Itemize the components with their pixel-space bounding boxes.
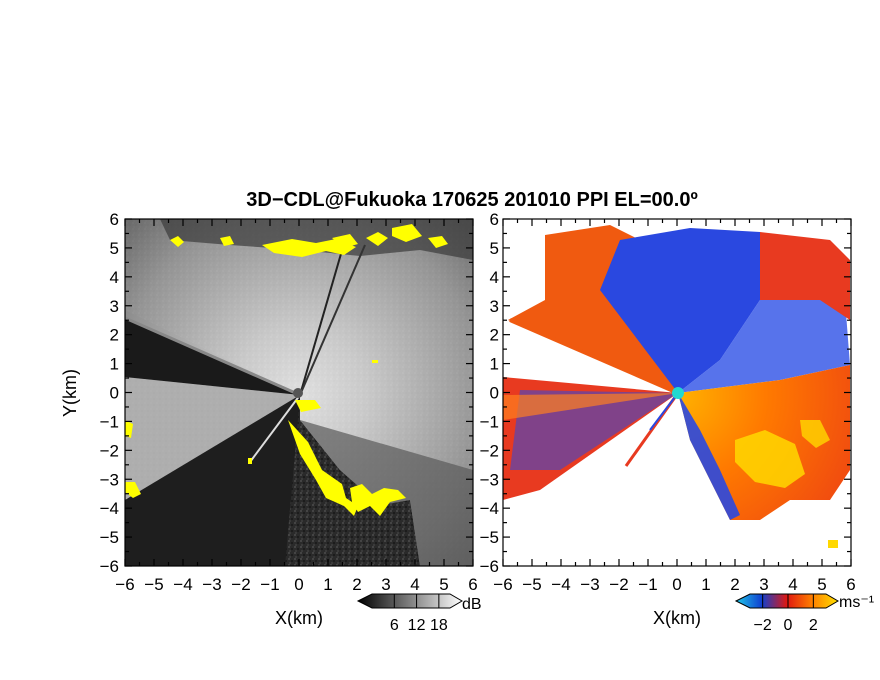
snr-y-tick-label: 2 (110, 326, 119, 345)
snr-y-tick-labels: 6 5 4 3 2 1 0 −1 −2 −3 −4 −5 −6 (100, 210, 119, 576)
snr-y-tick-label: 3 (110, 297, 119, 316)
velocity-x-tick-label: 3 (759, 575, 768, 594)
snr-y-tick-label: −4 (100, 499, 119, 518)
velocity-y-tick-label: 6 (490, 210, 499, 229)
snr-y-tick-label: 6 (110, 210, 119, 229)
snr-y-tick-label: 1 (110, 355, 119, 374)
velocity-y-tick-label: −4 (480, 499, 499, 518)
snr-x-tick-label: 1 (323, 575, 332, 594)
velocity-y-tick-label: −3 (480, 470, 499, 489)
snr-y-axis-title: Y(km) (60, 369, 80, 417)
velocity-y-tick-label: −6 (480, 557, 499, 576)
snr-x-tick-label: −4 (173, 575, 192, 594)
snr-x-tick-label: 3 (381, 575, 390, 594)
velocity-x-tick-label: −6 (493, 575, 512, 594)
snr-x-tick-label: 6 (468, 575, 477, 594)
velocity-y-tick-label: 4 (490, 268, 499, 287)
snr-colorbar-tick-label: 18 (430, 617, 448, 634)
velocity-x-tick-label: 4 (788, 575, 797, 594)
snr-y-tick-label: −6 (100, 557, 119, 576)
snr-axis-ticks (124, 218, 474, 567)
snr-x-tick-label: −1 (260, 575, 279, 594)
velocity-colorbar-tick-label: −2 (754, 617, 772, 634)
velocity-x-tick-label: −1 (638, 575, 657, 594)
velocity-x-tick-label: −5 (522, 575, 541, 594)
snr-y-tick-label: 0 (110, 384, 119, 403)
snr-x-tick-label: 0 (294, 575, 303, 594)
velocity-x-tick-label: 5 (817, 575, 826, 594)
snr-colorbar-tick-label: 6 (390, 617, 399, 634)
velocity-x-tick-label: 0 (672, 575, 681, 594)
velocity-colorbar: ms⁻¹ −2 0 2 (734, 593, 874, 634)
velocity-x-tick-label: 2 (730, 575, 739, 594)
velocity-y-tick-label: 5 (490, 239, 499, 258)
velocity-x-tick-label: −4 (551, 575, 570, 594)
velocity-colorbar-unit: ms⁻¹ (839, 594, 874, 611)
velocity-x-tick-label: 1 (701, 575, 710, 594)
snr-colorbar: dB 6 12 18 (356, 593, 482, 634)
velocity-y-tick-label: 0 (490, 384, 499, 403)
velocity-x-tick-label: 6 (846, 575, 855, 594)
snr-x-tick-label: −5 (144, 575, 163, 594)
velocity-x-tick-label: −3 (580, 575, 599, 594)
snr-y-tick-label: −2 (100, 441, 119, 460)
snr-y-tick-label: −3 (100, 470, 119, 489)
velocity-y-tick-label: 2 (490, 326, 499, 345)
snr-heatmap-image (125, 219, 473, 566)
velocity-colorbar-tick-label: 0 (784, 617, 793, 634)
snr-x-axis-title: X(km) (275, 608, 323, 628)
snr-x-tick-label: −2 (231, 575, 250, 594)
snr-y-tick-label: 5 (110, 239, 119, 258)
velocity-x-axis-title: X(km) (653, 608, 701, 628)
velocity-y-tick-label: −1 (480, 412, 499, 431)
snr-x-tick-label: 2 (352, 575, 361, 594)
snr-x-tick-label: −3 (202, 575, 221, 594)
velocity-y-tick-label: 1 (490, 355, 499, 374)
velocity-panel: −6 −5 −4 −3 −2 −1 0 1 2 3 4 5 6 6 5 4 3 2 1 0 −1 −2 −3 −4 −5 −6 X… (480, 210, 875, 634)
chart-title: 3D−CDL@Fukuoka 170625 201010 PPI EL=00.0… (246, 189, 698, 211)
velocity-colorbar-tick-label: 2 (809, 617, 818, 634)
velocity-x-tick-labels: −6 −5 −4 −3 −2 −1 0 1 2 3 4 5 6 6 5 4 3 2 1 0 −1 −2 −3 −4 −5 −6 (480, 210, 856, 594)
snr-y-tick-label: 4 (110, 268, 119, 287)
snr-panel: −6 −5 −4 −3 −2 −1 0 1 2 3 4 5 6 6543210−1−2−3−4−5−6 … (60, 210, 482, 634)
snr-y-tick-label: −1 (100, 412, 119, 431)
snr-colorbar-tick-label: 12 (408, 617, 426, 634)
snr-x-tick-label: 5 (439, 575, 448, 594)
snr-x-tick-labels: −6 −5 −4 −3 −2 −1 0 1 2 3 4 5 6 (115, 575, 477, 594)
velocity-x-tick-label: −2 (609, 575, 628, 594)
velocity-axis-ticks (502, 218, 852, 567)
velocity-y-tick-label: 3 (490, 297, 499, 316)
velocity-y-tick-label: −2 (480, 441, 499, 460)
velocity-heatmap-image (503, 219, 851, 566)
radar-site-marker (672, 387, 684, 399)
snr-colorbar-unit: dB (462, 596, 482, 613)
velocity-y-tick-label: −5 (480, 528, 499, 547)
snr-x-tick-label: −6 (115, 575, 134, 594)
snr-y-tick-label: −5 (100, 528, 119, 547)
snr-x-tick-label: 4 (410, 575, 419, 594)
